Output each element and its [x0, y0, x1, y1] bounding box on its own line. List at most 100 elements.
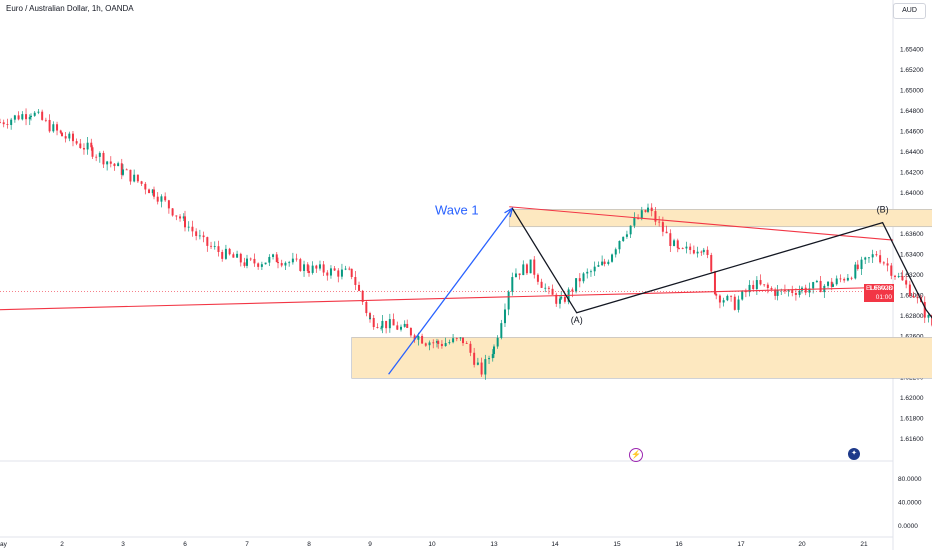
candle-body [815, 280, 818, 283]
lightning-icon[interactable]: ⚡ [629, 448, 643, 462]
y-tick-label: 1.63600 [900, 231, 924, 238]
candle-body [733, 296, 736, 310]
candle-body [496, 337, 499, 347]
y-tick-label: 1.62800 [900, 313, 924, 320]
candle-body [376, 327, 379, 328]
supply-zone [508, 209, 932, 228]
candle-body [187, 226, 190, 228]
candle-body [894, 275, 896, 277]
candle-body [563, 296, 566, 302]
candle-body [522, 264, 525, 276]
y-tick-label: 1.64800 [900, 108, 924, 115]
wave-path [388, 207, 513, 375]
candle-body [260, 264, 263, 267]
candle-body [755, 280, 758, 290]
demand-zone [351, 337, 932, 379]
candle-body [718, 295, 721, 303]
candle-body [280, 263, 283, 266]
candle-body [148, 189, 151, 194]
candle-body [593, 266, 596, 272]
candle-body [421, 335, 424, 344]
candle-body [864, 257, 867, 260]
candle-body [179, 216, 182, 219]
x-tick-label: 7 [245, 541, 249, 548]
candle-body [239, 253, 242, 263]
candle-body [303, 264, 306, 271]
candle-body [507, 291, 510, 310]
candle-body [435, 341, 438, 343]
candle-body [175, 215, 178, 217]
candle-body [832, 284, 834, 287]
candle-body [117, 163, 120, 167]
y-tick-label: 1.63000 [900, 292, 924, 299]
candle-body [291, 258, 294, 263]
candle-body [493, 346, 495, 355]
trend-line [509, 206, 894, 241]
candle-body [308, 271, 310, 273]
candle-body [243, 262, 246, 266]
candle-body [875, 254, 878, 256]
candle-body [808, 288, 811, 293]
y-tick-label: 1.65200 [900, 67, 924, 74]
y-tick-label: 1.63200 [900, 272, 924, 279]
candle-body [473, 352, 476, 365]
x-tick-label: 15 [613, 541, 621, 548]
candle-body [637, 218, 640, 219]
x-tick-label: 21 [860, 541, 868, 548]
candle-body [480, 365, 483, 375]
candle-body [344, 268, 347, 270]
candle-body [318, 264, 321, 269]
wave-label: Wave 1 [435, 202, 479, 217]
x-tick-label: 8 [307, 541, 311, 548]
candle-body [770, 288, 773, 290]
candle-body [253, 258, 256, 264]
osc-y-tick-label: 80.0000 [898, 476, 922, 483]
candle-body [882, 262, 885, 264]
candle-body [452, 338, 455, 343]
y-tick-label: 1.65000 [900, 87, 924, 94]
candle-body [136, 174, 139, 182]
candle-body [198, 235, 201, 237]
candle-body [144, 183, 147, 190]
candle-body [428, 342, 431, 346]
candle-body [476, 362, 479, 365]
osc-y-tick-label: 0.0000 [898, 523, 918, 530]
candle-body [586, 271, 589, 274]
candle-body [232, 254, 235, 258]
candle-body [206, 237, 209, 246]
candle-body [511, 277, 514, 292]
candle-body [835, 278, 838, 285]
candle-body [164, 196, 167, 201]
candle-body [661, 222, 664, 232]
candle-body [413, 335, 416, 340]
candle-body [856, 264, 859, 270]
candle-body [372, 317, 375, 328]
candle-body [488, 358, 491, 360]
candle-body [658, 221, 661, 223]
flag-icon[interactable]: ✦ [848, 448, 860, 460]
candle-body [195, 231, 198, 236]
candle-body [129, 169, 132, 182]
candle-body [333, 268, 336, 271]
candle-body [465, 343, 468, 344]
candle-body [113, 163, 116, 167]
candle-body [184, 216, 186, 228]
candle-body [90, 142, 93, 148]
candle-body [228, 248, 231, 255]
candle-body [0, 122, 1, 124]
price-tag-value: 1.63028 [868, 285, 893, 292]
candle-body [10, 119, 13, 125]
candle-body [329, 268, 332, 276]
currency-selector[interactable]: AUD [893, 3, 926, 19]
candle-body [21, 114, 24, 120]
candle-body [106, 161, 109, 165]
candle-body [358, 284, 361, 291]
candle-body [28, 117, 31, 120]
candle-body [843, 278, 846, 281]
candle-body [409, 327, 412, 336]
candle-body [589, 271, 592, 273]
candle-body [647, 207, 649, 212]
candle-body [578, 278, 581, 282]
candle-body [685, 246, 688, 249]
